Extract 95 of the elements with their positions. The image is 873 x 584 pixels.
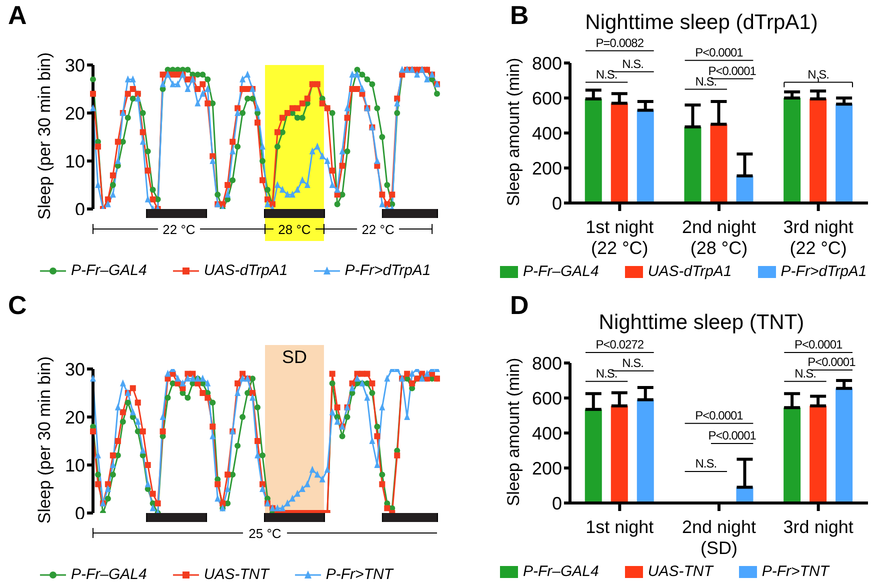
legend-label: UAS-dTrpA1 (204, 262, 288, 279)
y-tick-label: 400 (532, 123, 562, 144)
legend-label: P-Fr–GAL4 (71, 566, 147, 583)
legend-label: P-Fr–GAL4 (71, 262, 147, 279)
x-tick-label: 2nd night (28 °C) (682, 217, 756, 258)
text: 22 °C (162, 222, 196, 237)
x-tick-label: 3rd night (783, 517, 854, 537)
text: P<0.0272 (596, 338, 644, 352)
legend-label: UAS-TNT (648, 563, 713, 580)
y-axis-title: Sleep (per 30 min bin) (35, 355, 55, 526)
annotation: P<0.0001 (808, 355, 856, 369)
y-tick-label: 800 (532, 53, 562, 74)
y-tick-label: 20 (64, 407, 85, 428)
y-tick-label: 30 (64, 359, 85, 380)
x-tick-label: 1st night (586, 517, 654, 537)
point (184, 394, 191, 401)
bar (836, 104, 853, 203)
annotation: N.S. (622, 356, 644, 370)
text: SD (282, 347, 307, 367)
bar (584, 98, 602, 203)
chart-title: Nighttime sleep (dTrpA1) (585, 11, 818, 34)
point (164, 394, 171, 401)
text: P<0.0001 (794, 338, 844, 352)
point (234, 442, 241, 449)
text: A (8, 0, 27, 31)
bar (710, 124, 728, 203)
bar (810, 98, 827, 203)
point (260, 452, 266, 458)
bar (810, 406, 827, 503)
y-tick-label: 400 (532, 423, 562, 444)
text: 25 °C (248, 526, 282, 541)
point (110, 472, 116, 478)
annotation: N.S. (622, 56, 644, 71)
x-tick-label: 2nd night (SD) (682, 517, 756, 558)
point (94, 472, 101, 478)
bar (584, 409, 602, 503)
point (124, 400, 131, 406)
annotation: P<0.0001 (708, 428, 757, 442)
point (329, 380, 336, 386)
legend-label: P-Fr>TNT (326, 566, 393, 583)
annotation: N.S. (808, 67, 830, 82)
bar (610, 103, 628, 203)
annotation: N.S. (596, 366, 618, 380)
legend-label: P-Fr–GAL4 (523, 263, 599, 280)
y-tick-label: 600 (532, 88, 562, 108)
text: B (510, 0, 529, 31)
point (240, 414, 246, 420)
bar (784, 408, 801, 503)
y-axis-title: Sleep amount (min) (504, 58, 523, 206)
y-tick-label: 0 (552, 493, 562, 514)
y-axis-title: Sleep amount (min) (504, 358, 523, 506)
point (210, 400, 216, 406)
annotation: N.S. (695, 456, 717, 470)
text: D (510, 290, 529, 321)
bar (836, 388, 853, 503)
y-tick-label: 0 (552, 193, 562, 214)
y-tick-label: 600 (532, 388, 562, 408)
x-tick-label: 1st night (22 °C) (586, 217, 654, 258)
y-tick-label: 10 (64, 151, 85, 172)
y-tick-label: 800 (532, 353, 562, 374)
annotation: N.S. (794, 366, 816, 380)
legend-label: P-Fr–GAL4 (523, 563, 599, 580)
point (339, 433, 346, 440)
legend-label: P-Fr>TNT (762, 563, 829, 580)
y-tick-label: 10 (64, 455, 85, 476)
y-axis-title: Sleep (per 30 min bin) (35, 51, 55, 222)
point (254, 404, 261, 410)
bar (636, 110, 654, 203)
point (369, 390, 376, 396)
y-tick-label: 200 (532, 458, 562, 478)
bar (610, 406, 628, 503)
text: 22 °C (362, 222, 394, 237)
y-tick-label: 30 (64, 55, 85, 76)
text: C (8, 290, 27, 321)
point (104, 496, 111, 502)
text: 28 °C (278, 222, 311, 237)
annotation: P<0.0001 (695, 408, 744, 422)
bar (684, 126, 702, 203)
legend-label: P-Fr>dTrpA1 (344, 262, 431, 279)
text: P<0.0001 (695, 45, 744, 60)
text: P=0.0082 (596, 36, 644, 50)
legend-label: UAS-TNT (204, 566, 269, 583)
annotation: N.S. (596, 67, 618, 82)
y-tick-label: 200 (532, 158, 562, 178)
point (374, 424, 380, 430)
x-tick-label: 3rd night (22 °C) (783, 217, 854, 258)
legend-label: P-Fr>dTrpA1 (780, 263, 867, 280)
chart-title: Nighttime sleep (TNT) (598, 311, 804, 334)
point (379, 472, 386, 478)
point (344, 414, 350, 420)
bar (784, 98, 801, 203)
legend-label: UAS-dTrpA1 (648, 263, 732, 280)
bar (636, 400, 654, 503)
y-tick-label: 20 (64, 103, 85, 124)
point (120, 418, 126, 425)
